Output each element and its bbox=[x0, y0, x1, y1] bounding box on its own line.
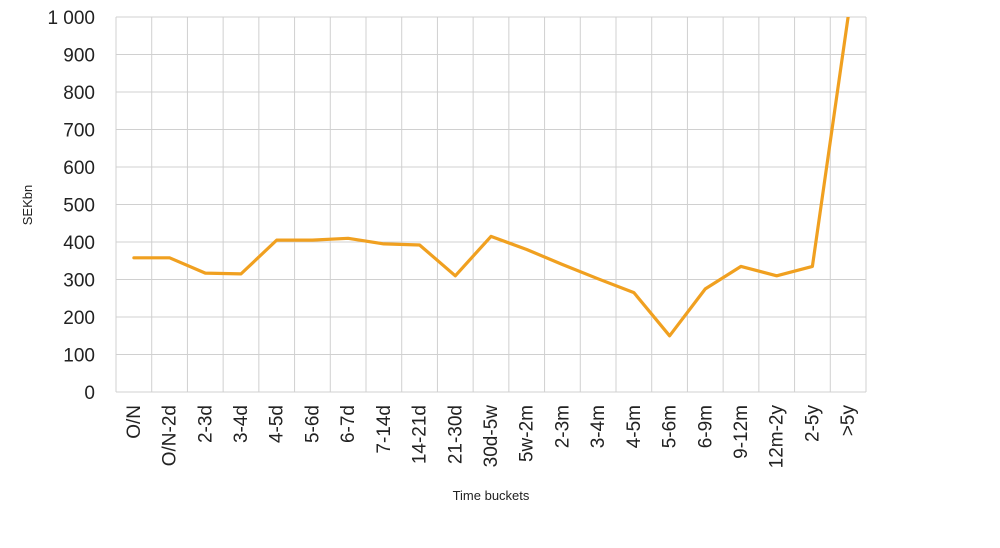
y-tick-label: 0 bbox=[84, 383, 95, 404]
y-tick-label: 400 bbox=[63, 233, 95, 254]
y-tick-label: 800 bbox=[63, 83, 95, 104]
x-tick-label: 9-12m bbox=[731, 405, 752, 459]
x-tick-label: O/N-2d bbox=[160, 405, 181, 466]
grid bbox=[115, 16, 867, 393]
y-tick-label: 300 bbox=[63, 271, 95, 292]
x-tick-label: 4-5d bbox=[267, 405, 288, 443]
y-tick-label: 600 bbox=[63, 158, 95, 179]
x-tick-label: 12m-2y bbox=[767, 405, 788, 469]
y-tick-label: 500 bbox=[63, 196, 95, 217]
x-tick-label: 5w-2m bbox=[517, 405, 538, 462]
x-tick-labels: O/N O/N-2d 2-3d 3-4d 4-5d 5-6d 6-7d 7-14d 14-21d… bbox=[124, 405, 859, 469]
x-tick-label: 2-3m bbox=[552, 405, 573, 448]
y-tick-label: 100 bbox=[63, 346, 95, 367]
y-tick-label: 700 bbox=[63, 121, 95, 142]
x-tick-label: 2-5y bbox=[802, 405, 823, 442]
x-tick-label: O/N bbox=[124, 405, 145, 439]
x-tick-label: 30d-5w bbox=[481, 405, 502, 468]
y-tick-label: 200 bbox=[63, 308, 95, 329]
series-line bbox=[132, 17, 850, 338]
y-tick-labels: 0 100 200 300 400 500 600 700 800 900 1 000 bbox=[47, 8, 95, 404]
x-tick-label: 5-6m bbox=[660, 405, 681, 448]
x-tick-label: 6-9m bbox=[695, 405, 716, 448]
x-tick-label: 3-4m bbox=[588, 405, 609, 448]
x-tick-label: 7-14d bbox=[374, 405, 395, 454]
x-tick-label: 2-3d bbox=[195, 405, 216, 443]
x-axis-label: Time buckets bbox=[453, 488, 530, 503]
x-tick-label: >5y bbox=[838, 405, 859, 437]
y-tick-label: 1 000 bbox=[47, 8, 95, 29]
x-tick-label: 3-4d bbox=[231, 405, 252, 443]
x-tick-label: 21-30d bbox=[445, 405, 466, 464]
x-tick-label: 14-21d bbox=[410, 405, 431, 464]
x-tick-label: 4-5m bbox=[624, 405, 645, 448]
y-tick-label: 900 bbox=[63, 46, 95, 67]
y-axis-label: SEKbn bbox=[20, 185, 35, 225]
x-tick-label: 6-7d bbox=[338, 405, 359, 443]
x-tick-label: 5-6d bbox=[302, 405, 323, 443]
series-layer bbox=[132, 17, 850, 338]
